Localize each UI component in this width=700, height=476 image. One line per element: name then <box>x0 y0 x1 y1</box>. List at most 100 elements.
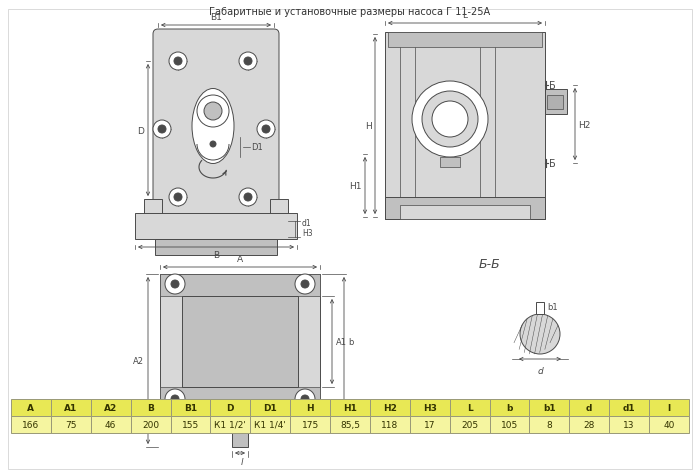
Text: К1 1/4': К1 1/4' <box>254 420 286 429</box>
Text: D: D <box>227 403 234 412</box>
Bar <box>144 199 162 219</box>
Text: b: b <box>506 403 512 412</box>
Bar <box>440 158 460 168</box>
Text: A1: A1 <box>64 403 78 412</box>
Bar <box>171 399 211 416</box>
Bar <box>160 387 320 409</box>
Circle shape <box>239 188 257 207</box>
Bar <box>211 416 251 433</box>
Text: l: l <box>241 457 244 466</box>
Text: l: l <box>668 403 671 412</box>
Text: d1: d1 <box>623 403 636 412</box>
Circle shape <box>422 92 478 148</box>
Bar <box>51 416 91 433</box>
Text: d: d <box>537 366 543 375</box>
Bar <box>160 275 320 297</box>
Text: H: H <box>307 403 314 412</box>
Text: 40: 40 <box>664 420 675 429</box>
Circle shape <box>171 280 179 288</box>
Text: 46: 46 <box>105 420 116 429</box>
Text: H1: H1 <box>349 182 361 190</box>
Circle shape <box>165 275 185 294</box>
Text: L: L <box>467 403 473 412</box>
Circle shape <box>412 82 488 158</box>
Text: Габаритные и установочные размеры насоса Г 11-25А: Габаритные и установочные размеры насоса… <box>209 7 491 17</box>
Circle shape <box>158 126 166 134</box>
Ellipse shape <box>192 89 234 164</box>
Bar <box>182 297 298 387</box>
Bar <box>131 399 171 416</box>
FancyBboxPatch shape <box>153 30 279 219</box>
Circle shape <box>239 53 257 71</box>
Text: A1: A1 <box>336 337 347 346</box>
Text: 105: 105 <box>501 420 518 429</box>
Bar <box>385 198 545 219</box>
Bar <box>410 399 449 416</box>
Bar <box>51 399 91 416</box>
Bar <box>449 416 489 433</box>
Bar <box>410 416 449 433</box>
Bar <box>131 416 171 433</box>
Bar <box>649 399 689 416</box>
Text: 85,5: 85,5 <box>340 420 360 429</box>
Text: A2: A2 <box>104 403 118 412</box>
Bar <box>11 399 51 416</box>
Circle shape <box>295 389 315 409</box>
Circle shape <box>244 58 252 66</box>
Text: В1: В1 <box>210 13 222 22</box>
Circle shape <box>204 103 222 121</box>
Text: b1: b1 <box>547 302 558 311</box>
Text: H2: H2 <box>383 403 397 412</box>
Bar <box>449 399 489 416</box>
Text: Б: Б <box>549 81 556 91</box>
Bar <box>251 416 290 433</box>
Bar <box>211 399 251 416</box>
Circle shape <box>174 58 182 66</box>
Circle shape <box>301 280 309 288</box>
Text: 118: 118 <box>382 420 398 429</box>
Text: b1: b1 <box>543 403 556 412</box>
Text: 75: 75 <box>65 420 76 429</box>
Text: Б: Б <box>549 159 556 169</box>
Text: 28: 28 <box>584 420 595 429</box>
Bar <box>400 206 530 219</box>
Text: В: В <box>213 251 219 260</box>
Circle shape <box>153 121 171 139</box>
Bar <box>536 302 544 314</box>
Text: 17: 17 <box>424 420 435 429</box>
Bar <box>489 399 529 416</box>
Bar <box>385 33 545 219</box>
Bar <box>489 416 529 433</box>
Bar <box>290 399 330 416</box>
Bar <box>270 199 288 219</box>
Bar <box>547 96 563 110</box>
Bar <box>330 416 370 433</box>
Text: L: L <box>463 11 468 20</box>
Bar <box>91 399 131 416</box>
Bar <box>11 416 51 433</box>
Circle shape <box>174 194 182 201</box>
Bar <box>237 411 243 419</box>
Text: 13: 13 <box>624 420 635 429</box>
Text: Б-Б: Б-Б <box>479 258 501 271</box>
Circle shape <box>210 142 216 148</box>
Text: d: d <box>586 403 592 412</box>
Circle shape <box>197 96 229 128</box>
Bar <box>370 399 410 416</box>
Text: 8: 8 <box>547 420 552 429</box>
Text: b: b <box>348 337 354 346</box>
Bar <box>569 399 609 416</box>
Bar <box>160 275 320 409</box>
Bar <box>370 416 410 433</box>
Text: 155: 155 <box>182 420 199 429</box>
Text: D1: D1 <box>251 143 262 152</box>
Text: B1: B1 <box>184 403 197 412</box>
Bar <box>290 416 330 433</box>
Bar <box>171 416 211 433</box>
Circle shape <box>257 121 275 139</box>
Circle shape <box>244 194 252 201</box>
Text: 166: 166 <box>22 420 40 429</box>
Circle shape <box>432 102 468 138</box>
Text: A: A <box>27 403 34 412</box>
Text: 200: 200 <box>142 420 159 429</box>
